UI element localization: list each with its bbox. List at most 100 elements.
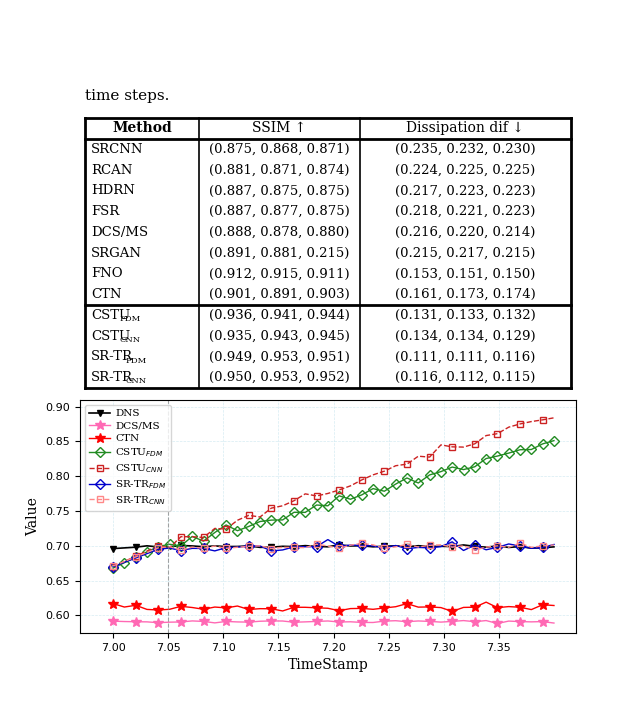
SR-TR$_{CNN}$ [460, 542, 467, 550]
CSTU$_{FDM}$ [426, 471, 433, 479]
Text: (0.936, 0.941, 0.944): (0.936, 0.941, 0.944) [209, 309, 350, 322]
CTN [550, 602, 558, 610]
SR-TR$_{FDM}$ [109, 562, 117, 571]
DNS [256, 543, 264, 552]
DCS/MS [200, 617, 207, 626]
CTN [245, 605, 253, 614]
SR-TR$_{CNN}$ [222, 544, 230, 552]
SR-TR$_{CNN}$ [392, 542, 399, 551]
DCS/MS [256, 617, 264, 626]
DCS/MS [527, 618, 535, 626]
CSTU$_{FDM}$ [369, 484, 377, 493]
CSTU$_{CNN}$ [335, 486, 343, 494]
DCS/MS [313, 617, 321, 626]
DNS [347, 542, 355, 550]
CSTU$_{CNN}$ [381, 467, 388, 476]
DNS [177, 541, 185, 550]
SR-TR$_{FDM}$ [426, 544, 433, 552]
SR-TR$_{FDM}$ [188, 544, 196, 552]
DCS/MS [188, 616, 196, 625]
SR-TR$_{CNN}$ [166, 542, 173, 551]
DCS/MS [109, 617, 117, 626]
CTN [290, 603, 298, 611]
CSTU$_{CNN}$ [493, 429, 501, 438]
DCS/MS [392, 616, 399, 625]
CSTU$_{FDM}$ [347, 495, 355, 503]
CSTU$_{CNN}$ [415, 452, 422, 461]
CSTU$_{FDM}$ [381, 487, 388, 496]
CTN [493, 604, 501, 612]
CSTU$_{FDM}$ [245, 522, 253, 530]
CTN [222, 604, 230, 612]
Line: DNS: DNS [110, 542, 557, 551]
CSTU$_{CNN}$ [426, 453, 433, 461]
SR-TR$_{CNN}$ [132, 552, 140, 561]
DCS/MS [471, 617, 479, 626]
SR-TR$_{CNN}$ [426, 541, 433, 550]
DCS/MS [539, 617, 547, 626]
CSTU$_{CNN}$ [539, 415, 547, 424]
SR-TR$_{CNN}$ [268, 545, 275, 553]
SR-TR$_{FDM}$ [166, 544, 173, 552]
DCS/MS [301, 618, 309, 626]
CSTU$_{CNN}$ [437, 441, 445, 449]
CSTU$_{FDM}$ [211, 528, 219, 537]
CTN [143, 605, 151, 614]
DNS [154, 542, 162, 551]
CTN [426, 603, 433, 611]
CSTU$_{CNN}$ [392, 461, 399, 470]
Text: CSTU: CSTU [91, 330, 130, 343]
DNS [426, 542, 433, 551]
SR-TR$_{FDM}$ [358, 541, 365, 550]
DCS/MS [415, 616, 422, 625]
SR-TR$_{FDM}$ [200, 544, 207, 552]
CTN [347, 604, 355, 613]
CTN [120, 603, 128, 611]
CTN [460, 603, 467, 611]
CSTU$_{FDM}$ [279, 515, 287, 524]
DNS [527, 544, 535, 552]
SR-TR$_{CNN}$ [516, 539, 524, 547]
CSTU$_{CNN}$ [449, 442, 456, 451]
DNS [539, 543, 547, 552]
SR-TR$_{FDM}$ [505, 540, 513, 548]
CSTU$_{FDM}$ [200, 537, 207, 545]
DCS/MS [335, 618, 343, 626]
CSTU$_{CNN}$ [120, 557, 128, 566]
DCS/MS [505, 617, 513, 626]
CSTU$_{FDM}$ [358, 491, 365, 499]
SR-TR$_{CNN}$ [381, 544, 388, 552]
Text: SSIM ↑: SSIM ↑ [252, 122, 307, 136]
CTN [188, 603, 196, 611]
DCS/MS [120, 617, 128, 626]
DCS/MS [324, 616, 332, 625]
DCS/MS [211, 619, 219, 627]
CSTU$_{FDM}$ [109, 564, 117, 572]
DNS [449, 542, 456, 551]
DNS [200, 542, 207, 551]
DCS/MS [166, 618, 173, 626]
CSTU$_{FDM}$ [505, 449, 513, 457]
CSTU$_{FDM}$ [550, 437, 558, 445]
CTN [154, 606, 162, 614]
SR-TR$_{CNN}$ [437, 540, 445, 549]
DNS [415, 542, 422, 550]
SR-TR$_{CNN}$ [143, 548, 151, 557]
Text: (0.950, 0.953, 0.952): (0.950, 0.953, 0.952) [209, 371, 350, 384]
CSTU$_{CNN}$ [222, 525, 230, 533]
SR-TR$_{FDM}$ [493, 543, 501, 552]
Text: (0.891, 0.881, 0.215): (0.891, 0.881, 0.215) [209, 247, 349, 260]
DCS/MS [460, 616, 467, 625]
Line: DCS/MS: DCS/MS [108, 616, 559, 629]
SR-TR$_{FDM}$ [415, 543, 422, 552]
CSTU$_{CNN}$ [279, 501, 287, 510]
CTN [516, 603, 524, 611]
CTN [166, 605, 173, 614]
Text: (0.235, 0.232, 0.230): (0.235, 0.232, 0.230) [395, 143, 536, 156]
SR-TR$_{CNN}$ [256, 542, 264, 550]
SR-TR$_{CNN}$ [200, 544, 207, 552]
DNS [403, 542, 411, 551]
CSTU$_{CNN}$ [527, 417, 535, 426]
SR-TR$_{CNN}$ [449, 542, 456, 551]
SR-TR$_{FDM}$ [177, 546, 185, 555]
